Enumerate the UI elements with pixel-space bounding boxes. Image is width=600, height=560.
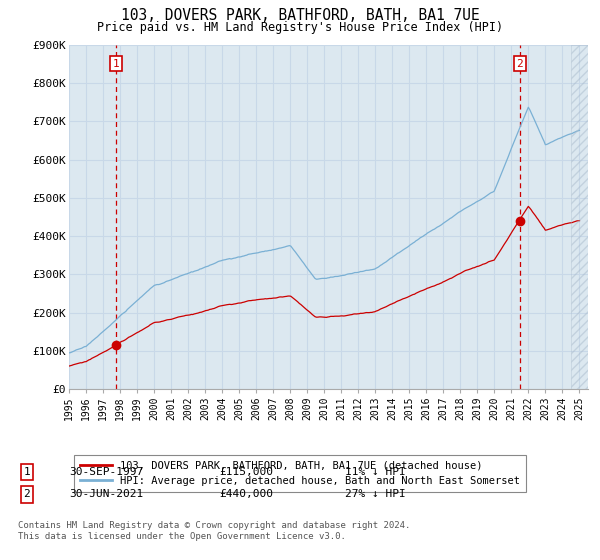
Text: 27% ↓ HPI: 27% ↓ HPI [345, 489, 406, 500]
Text: 1: 1 [23, 467, 31, 477]
Text: 30-JUN-2021: 30-JUN-2021 [69, 489, 143, 500]
Text: £115,000: £115,000 [219, 467, 273, 477]
Text: £440,000: £440,000 [219, 489, 273, 500]
Legend: 103, DOVERS PARK, BATHFORD, BATH, BA1 7UE (detached house), HPI: Average price, : 103, DOVERS PARK, BATHFORD, BATH, BA1 7U… [74, 455, 526, 492]
Text: 2: 2 [517, 59, 523, 68]
Text: Price paid vs. HM Land Registry's House Price Index (HPI): Price paid vs. HM Land Registry's House … [97, 21, 503, 34]
Text: 11% ↓ HPI: 11% ↓ HPI [345, 467, 406, 477]
Text: 2: 2 [23, 489, 31, 500]
Text: Contains HM Land Registry data © Crown copyright and database right 2024.
This d: Contains HM Land Registry data © Crown c… [18, 521, 410, 540]
Text: 103, DOVERS PARK, BATHFORD, BATH, BA1 7UE: 103, DOVERS PARK, BATHFORD, BATH, BA1 7U… [121, 8, 479, 24]
Text: 1: 1 [112, 59, 119, 68]
Text: 30-SEP-1997: 30-SEP-1997 [69, 467, 143, 477]
